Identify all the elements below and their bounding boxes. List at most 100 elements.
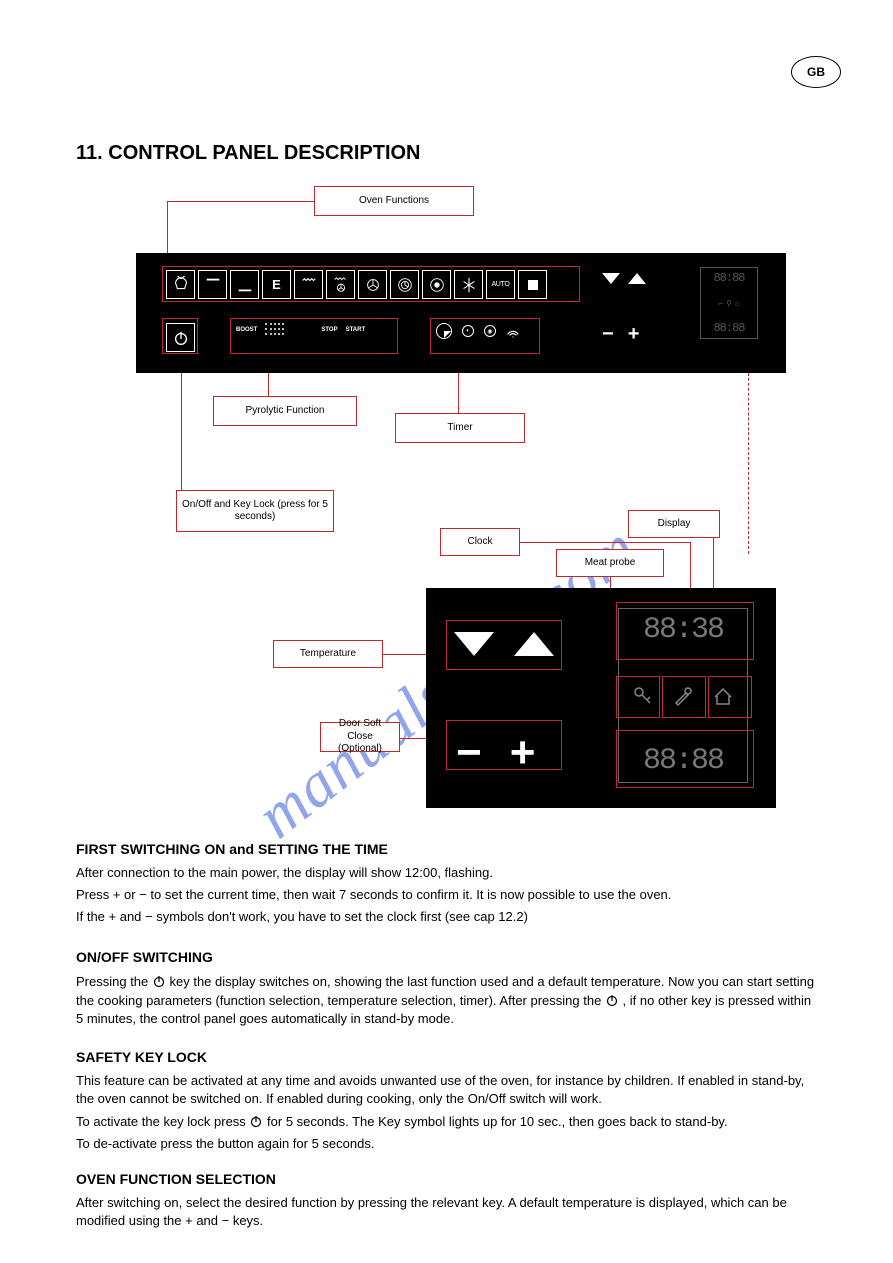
- func-convection-button[interactable]: [422, 270, 451, 299]
- onoff-p: Pressing the key the display switches on…: [76, 972, 816, 1029]
- func-grill-fan-button[interactable]: [326, 270, 355, 299]
- pyro-start-button[interactable]: START: [346, 327, 366, 333]
- eco-icon-letter: E: [272, 277, 281, 292]
- callout-oven-functions: Oven Functions: [314, 186, 474, 216]
- bottom-heat-icon: [236, 276, 254, 294]
- zoom-seg-line2: 88:88: [623, 746, 743, 776]
- callout-line-dashed: [748, 368, 749, 554]
- callout-line: [167, 201, 314, 202]
- copy-func: OVEN FUNCTION SELECTION After switching …: [76, 1170, 816, 1234]
- fan-ring-icon: [396, 276, 414, 294]
- zoom-seg-line1: 88:38: [623, 615, 743, 645]
- pyro-stop-button[interactable]: STOP: [321, 327, 337, 333]
- callout-meat-probe: Meat probe: [556, 549, 664, 577]
- callout-temperature: Temperature: [273, 640, 383, 668]
- func-eco-button[interactable]: E: [262, 270, 291, 299]
- zoom-plus-minus: − +: [456, 728, 535, 778]
- callout-door-soft-close: Door Soft Close (Optional): [320, 722, 400, 752]
- inline-power-icon-1: [152, 974, 166, 988]
- arrow-down-button[interactable]: [602, 273, 620, 284]
- inline-power-icon-2: [605, 993, 619, 1007]
- first-switch-p1: After connection to the main power, the …: [76, 864, 816, 882]
- defrost-icon: [460, 276, 478, 294]
- safety-p1: This feature can be activated at any tim…: [76, 1072, 816, 1108]
- func-defrost-button[interactable]: [454, 270, 483, 299]
- callout-display: Display: [628, 510, 720, 538]
- minus-button[interactable]: −: [602, 323, 614, 346]
- zoom-key-icon: [628, 681, 658, 711]
- top-heat-icon: [204, 276, 222, 294]
- plus-button[interactable]: +: [628, 323, 640, 346]
- func-fan-button[interactable]: [358, 270, 387, 299]
- light-icon: [172, 276, 190, 294]
- zoom-home-icon: [708, 681, 738, 711]
- callout-display-label: Display: [658, 518, 691, 531]
- zoom-segment-display: 88:38 88:88: [618, 608, 748, 783]
- convection-icon: [428, 276, 446, 294]
- arrow-up-button[interactable]: [628, 273, 646, 284]
- control-panel: E AUTO: [136, 253, 786, 373]
- callout-line: [520, 542, 690, 543]
- wifi-icon[interactable]: [506, 324, 520, 338]
- stop-square-icon: [528, 280, 538, 290]
- callout-clock: Clock: [440, 528, 520, 556]
- boost-button[interactable]: BOOST: [236, 327, 257, 333]
- zoom-arrow-down-button[interactable]: [454, 632, 494, 656]
- func-stop-button[interactable]: [518, 270, 547, 299]
- first-switch-header: FIRST SWITCHING ON and SETTING THE TIME: [76, 840, 816, 860]
- callout-line: [181, 354, 182, 490]
- page-language-text: GB: [807, 65, 825, 79]
- pyro-dots-icon: [265, 323, 285, 337]
- callout-timer: Timer: [395, 413, 525, 443]
- copy-onoff: ON/OFF SWITCHING Pressing the key the di…: [76, 948, 816, 1032]
- func-fan-ring-button[interactable]: [390, 270, 419, 299]
- key-icon: ⌐: [718, 299, 723, 308]
- callout-pyrolytic: Pyrolytic Function: [213, 396, 357, 426]
- mini-plus-minus: − +: [602, 323, 639, 346]
- power-button[interactable]: [166, 323, 195, 352]
- timer-icon[interactable]: [436, 323, 452, 339]
- display-zoom-panel: − + 88:38 88:88: [426, 588, 776, 808]
- mini-display-zone: − + 88:88 ⌐ ⚲ ⌂ 88:88: [598, 263, 758, 363]
- func-p: After switching on, select the desired f…: [76, 1194, 816, 1230]
- zoom-arrow-up-button[interactable]: [514, 632, 554, 656]
- callout-temperature-label: Temperature: [300, 648, 356, 661]
- zoom-seg-icons: [623, 677, 743, 715]
- mini-segment-display: 88:88 ⌐ ⚲ ⌂ 88:88: [700, 267, 758, 339]
- mini-seg-line1: 88:88: [713, 271, 744, 285]
- zoom-plus-button[interactable]: +: [510, 728, 536, 778]
- section-title: 11. CONTROL PANEL DESCRIPTION: [76, 142, 421, 165]
- callout-oven-functions-label: Oven Functions: [359, 195, 429, 208]
- safety-p2: To activate the key lock press for 5 sec…: [76, 1112, 816, 1131]
- home-icon: ⌂: [735, 299, 740, 308]
- zoom-arrow-group: [454, 632, 554, 656]
- copy-safety: SAFETY KEY LOCK This feature can be acti…: [76, 1048, 816, 1157]
- timer-mode-button-2[interactable]: ◉: [484, 325, 496, 337]
- zoom-minus-button[interactable]: −: [456, 728, 482, 778]
- func-header: OVEN FUNCTION SELECTION: [76, 1170, 816, 1190]
- copy-first-switch: FIRST SWITCHING ON and SETTING THE TIME …: [76, 840, 816, 930]
- func-top-heat-button[interactable]: [198, 270, 227, 299]
- pyrolytic-controls: BOOST STOP START: [236, 323, 365, 337]
- zoom-probe-icon: [668, 681, 698, 711]
- func-light-button[interactable]: [166, 270, 195, 299]
- func-bottom-heat-button[interactable]: [230, 270, 259, 299]
- mini-seg-icons: ⌐ ⚲ ⌂: [718, 299, 739, 308]
- callout-onoff-label: On/Off and Key Lock (press for 5 seconds…: [182, 499, 328, 524]
- mini-seg-line2: 88:88: [713, 321, 744, 335]
- onoff-header: ON/OFF SWITCHING: [76, 948, 816, 968]
- func-auto-button[interactable]: AUTO: [486, 270, 515, 299]
- timer-controls: ◐ ◉: [436, 323, 520, 339]
- callout-clock-label: Clock: [467, 536, 492, 549]
- safety-p3: To de-activate press the button again fo…: [76, 1135, 816, 1153]
- grill-icon: [300, 276, 318, 294]
- callout-door-soft-close-label: Door Soft Close (Optional): [326, 718, 394, 756]
- timer-mode-button-1[interactable]: ◐: [462, 325, 474, 337]
- func-grill-button[interactable]: [294, 270, 323, 299]
- callout-pyrolytic-label: Pyrolytic Function: [246, 405, 325, 418]
- function-key-row: E AUTO: [166, 270, 547, 299]
- first-switch-p2: Press + or − to set the current time, th…: [76, 886, 816, 904]
- safety-header: SAFETY KEY LOCK: [76, 1048, 816, 1068]
- probe-icon: ⚲: [726, 299, 732, 308]
- first-switch-p3: If the + and − symbols don't work, you h…: [76, 908, 816, 926]
